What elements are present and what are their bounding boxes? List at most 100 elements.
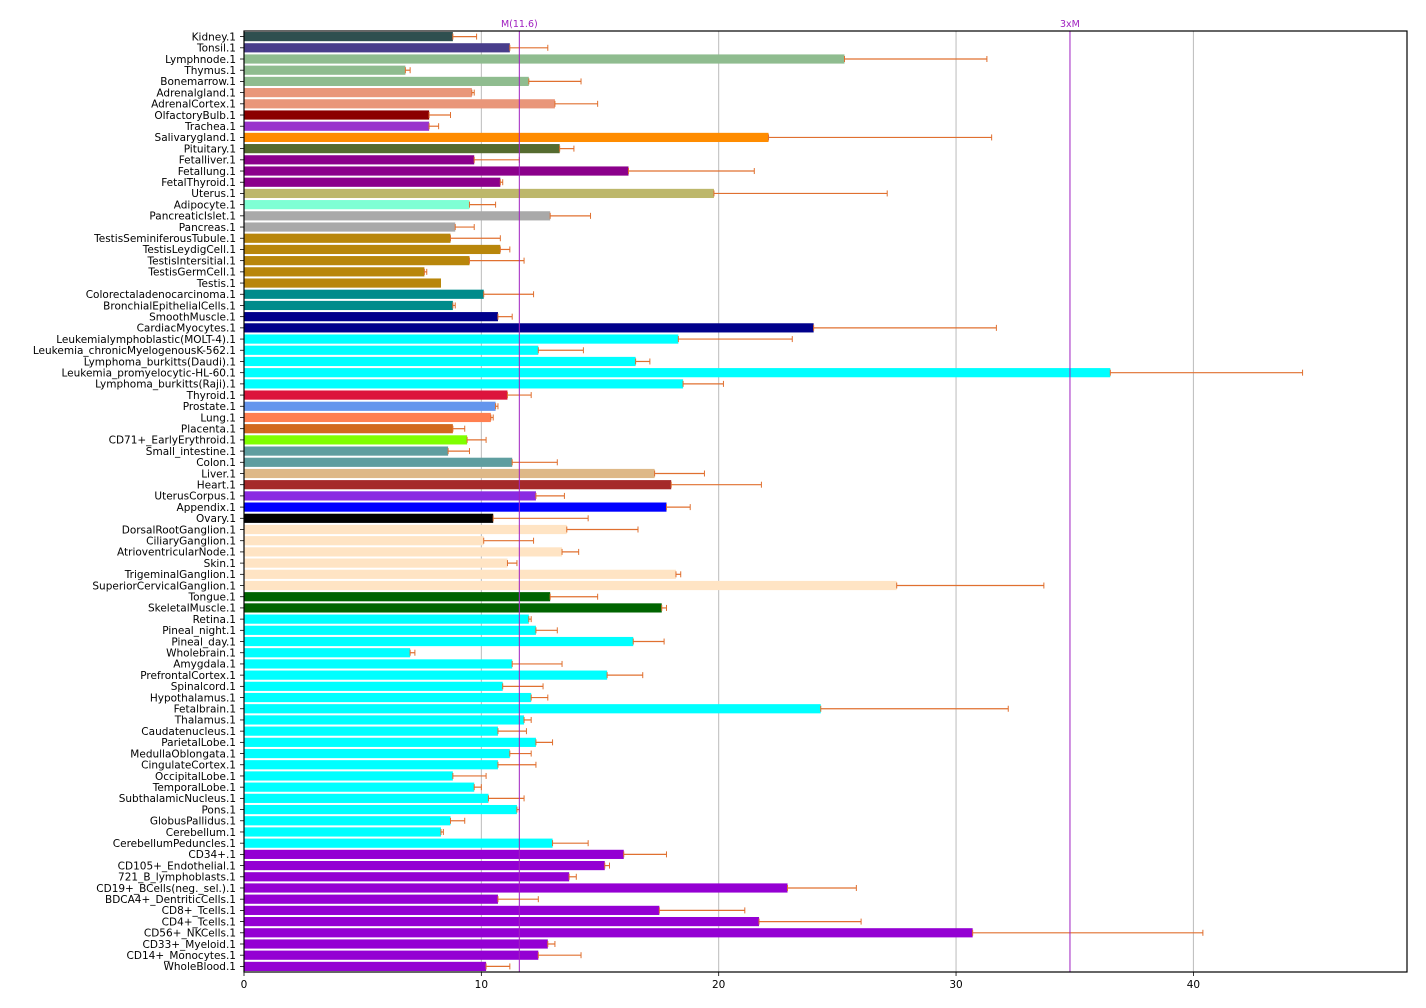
y-tick-label: CD56+_NKCells.1 [144,928,236,940]
y-tick-label: Hypothalamus.1 [150,692,236,704]
x-tick-label: 10 [475,979,488,991]
y-tick-label: Wholebrain.1 [166,648,236,660]
bar [244,681,503,691]
axes [240,30,1408,976]
bar [244,278,441,288]
bar [244,155,475,165]
bar [244,726,498,736]
bar [244,211,551,221]
bar [244,435,468,445]
y-tick-label: AtrioventricularNode.1 [117,547,236,559]
bar [244,636,634,647]
bar [244,547,563,557]
bar [244,715,525,725]
y-tick-label: Pineal_day.1 [171,636,236,648]
y-tick-label: Pancreas.1 [179,222,236,234]
bar [244,457,513,467]
y-tick-label: MedullaOblongata.1 [130,748,236,760]
bar [244,99,555,109]
bar [244,323,814,333]
bar [244,356,636,367]
y-tick-label: CD14+_Monocytes.1 [127,950,236,962]
y-tick-label: Small_intestine.1 [146,446,236,458]
error-bars [404,33,1304,970]
y-tick-label: TestisIntersitial.1 [146,255,236,267]
bar [244,76,529,87]
y-tick-label: Salivarygland.1 [155,132,236,144]
bar [244,939,548,949]
y-tick-label: SubthalamicNucleus.1 [119,793,236,805]
bar [244,200,470,210]
bar [244,883,788,893]
y-tick-label: 721_B_lymphoblasts.1 [118,872,236,884]
bar [244,468,655,479]
y-tick-label: Lung.1 [200,412,236,424]
bar [244,558,508,568]
y-tick-label: Leukemialymphoblastic(MOLT-4).1 [56,334,236,346]
bar [244,704,821,714]
bar [244,267,425,277]
y-tick-label: CardiacMyocytes.1 [137,323,236,335]
y-tick-label: PrefrontalCortex.1 [140,670,236,682]
y-tick-label: Uterus.1 [191,188,236,200]
bar [244,334,679,344]
y-tick-label: Skin.1 [204,558,236,570]
y-tick-label: Pineal_night.1 [162,625,236,637]
y-tick-label: Thymus.1 [183,65,236,77]
y-tick-label: Fetalliver.1 [179,155,236,167]
bar [244,88,472,98]
bar [244,827,441,837]
bar [244,379,684,389]
y-tick-label: Spinalcord.1 [171,681,236,693]
y-tick-label: Kidney.1 [192,31,236,43]
bar [244,43,510,53]
bar [244,121,430,131]
x-tick-label: 30 [949,979,962,991]
bar [244,144,560,154]
bar [244,390,508,400]
bar [244,110,430,120]
y-tick-label: PancreaticIslet.1 [149,211,236,223]
y-tick-label: Lymphoma_burkitts(Daudi).1 [84,356,236,368]
y-tick-label: Placenta.1 [181,423,236,435]
y-tick-label: Tonsil.1 [196,43,236,55]
bar [244,166,629,176]
reference-line-label: 3xM [1060,19,1080,30]
bar [244,849,624,859]
bar [244,648,411,658]
bar [244,916,760,927]
y-tick-label: AdrenalCortex.1 [151,99,236,111]
bar [244,177,501,187]
bar [244,536,484,546]
y-tick-label: CD34+.1 [188,849,236,861]
bar [244,782,475,792]
bar [244,961,487,971]
y-tick-label: Pituitary.1 [184,143,236,155]
y-tick-label: Appendix.1 [177,502,236,514]
bar [244,256,470,266]
bar [244,748,510,759]
y-tick-label: CingulateCortex.1 [141,760,236,772]
y-tick-label: Pons.1 [201,804,236,816]
bar [244,872,570,882]
bar [244,424,453,434]
bar [244,592,551,602]
bar [244,894,498,904]
bar [244,625,536,635]
y-tick-label: CD71+_EarlyErythroid.1 [109,435,236,447]
bar [244,446,449,456]
y-tick-label: DorsalRootGanglion.1 [122,524,236,536]
y-tick-label: Fetalbrain.1 [174,704,236,716]
y-tick-label: TestisGermCell.1 [147,267,236,279]
y-tick-label: Liver.1 [201,468,236,480]
y-tick-label: Retina.1 [193,614,236,626]
y-tick-label: SmoothMuscle.1 [149,311,236,323]
bar [244,32,453,42]
y-tick-label: Leukemia_promyelocytic-HL-60.1 [61,367,236,379]
y-tick-label: Amygdala.1 [173,659,236,671]
y-tick-label: UterusCorpus.1 [154,491,236,503]
bar [244,860,605,871]
y-tick-label: TestisSeminiferousTubule.1 [93,233,236,245]
bar [244,760,498,770]
